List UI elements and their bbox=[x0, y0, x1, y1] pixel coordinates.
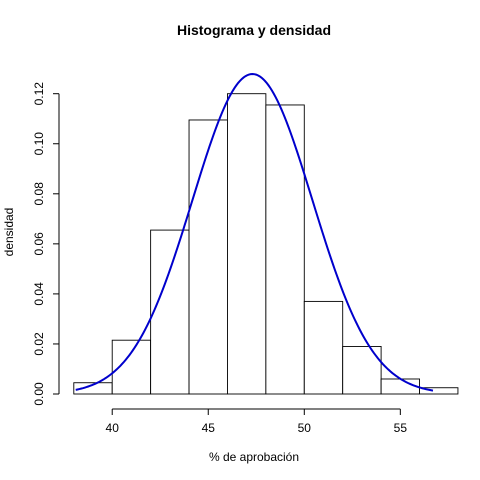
chart-title: Histograma y densidad bbox=[177, 22, 331, 38]
y-tick-label-5: 0.10 bbox=[32, 132, 46, 156]
x-tick-label-45: 45 bbox=[202, 421, 216, 435]
density-curve-layer bbox=[75, 73, 434, 392]
histogram-bar-2 bbox=[150, 229, 190, 395]
x-axis: 40 45 50 55 bbox=[106, 408, 408, 435]
y-tick-label-3: 0.06 bbox=[32, 232, 46, 256]
x-axis-title: % de aprobación bbox=[209, 450, 299, 464]
y-tick-label-2: 0.04 bbox=[32, 282, 46, 306]
y-axis: 0.00 0.02 0.04 0.06 0.08 0.10 0.12 bbox=[32, 82, 60, 406]
x-tick-label-50: 50 bbox=[298, 421, 312, 435]
y-tick-label-4: 0.08 bbox=[32, 182, 46, 206]
x-tick-label-40: 40 bbox=[106, 421, 120, 435]
y-tick-label-0: 0.00 bbox=[32, 382, 46, 406]
histogram-bar-3 bbox=[188, 119, 228, 395]
y-tick-label-6: 0.12 bbox=[32, 82, 46, 106]
y-tick-label-1: 0.02 bbox=[32, 332, 46, 356]
bars-layer bbox=[73, 93, 459, 395]
histogram-bar-4 bbox=[227, 93, 267, 395]
y-axis-title: densidad bbox=[2, 208, 16, 257]
x-tick-label-55: 55 bbox=[394, 421, 408, 435]
histogram-bar-9 bbox=[419, 387, 459, 395]
histogram-bar-5 bbox=[265, 104, 305, 395]
histogram-bar-6 bbox=[303, 300, 344, 395]
density-curve bbox=[75, 73, 434, 392]
